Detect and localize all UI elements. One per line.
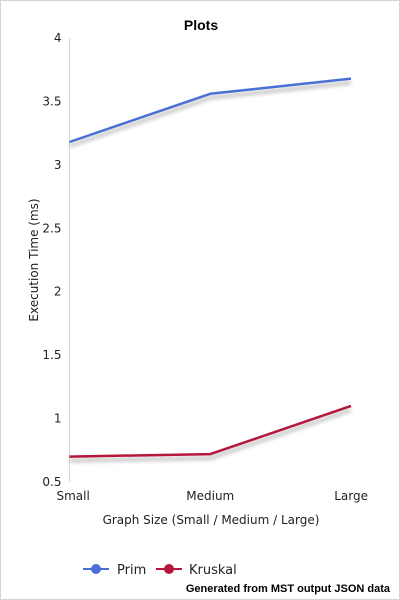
data-point-prim[interactable] <box>204 88 216 100</box>
y-tick-label: 1.5 <box>42 348 61 362</box>
legend-item-prim[interactable]: Prim <box>83 563 146 578</box>
footer-note: Generated from MST output JSON data <box>186 583 391 595</box>
series-line-prim <box>69 77 352 144</box>
series-layer <box>64 73 357 463</box>
x-axis-label: Graph Size (Small / Medium / Large) <box>103 513 320 527</box>
x-tick-label: Small <box>57 489 90 503</box>
x-tick-label: Large <box>334 489 368 503</box>
y-tick-label: 2 <box>54 285 62 299</box>
y-axis-label: Execution Time (ms) <box>27 198 41 321</box>
data-point-prim[interactable] <box>345 73 357 85</box>
legend-marker-prim <box>91 564 101 574</box>
y-tick-label: 2.5 <box>42 221 61 235</box>
y-tick-label: 4 <box>54 31 62 45</box>
data-point-kruskal[interactable] <box>204 448 216 460</box>
data-point-prim[interactable] <box>64 136 76 148</box>
y-tick-labels: 0.5 1 1.5 2 2.5 3 3.5 4 <box>42 31 61 489</box>
legend-item-kruskal[interactable]: Kruskal <box>156 563 237 578</box>
legend-marker-kruskal <box>164 564 174 574</box>
legend: Prim Kruskal <box>83 563 237 578</box>
y-tick-label: 3.5 <box>42 94 61 108</box>
chart-title: Plots <box>184 17 218 33</box>
series-line-kruskal <box>69 404 352 458</box>
data-point-kruskal[interactable] <box>345 400 357 412</box>
x-tick-labels: Small Medium Large <box>57 489 369 503</box>
data-point-kruskal[interactable] <box>64 451 76 463</box>
x-tick-label: Medium <box>186 489 234 503</box>
y-tick-label: 1 <box>54 412 62 426</box>
y-tick-label: 3 <box>54 158 62 172</box>
y-tick-label: 0.5 <box>42 475 61 489</box>
legend-label-prim: Prim <box>117 563 146 578</box>
legend-label-kruskal: Kruskal <box>189 563 237 578</box>
